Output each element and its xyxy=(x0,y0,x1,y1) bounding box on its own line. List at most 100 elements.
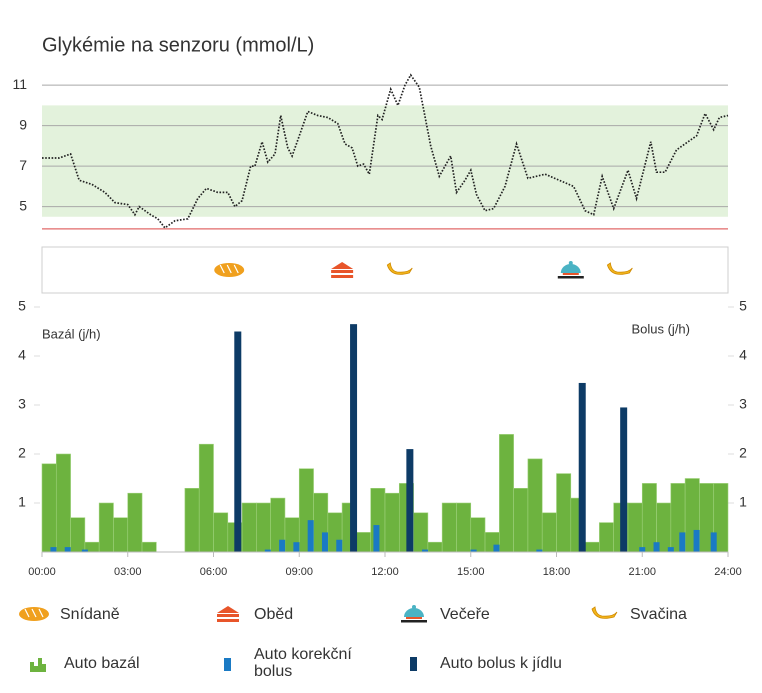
basal-bar xyxy=(198,443,214,553)
basal-bar xyxy=(441,502,457,553)
y-axis-label: Bazál (j/h) xyxy=(42,326,101,341)
y-tick-label: 7 xyxy=(19,157,27,173)
icon-detail xyxy=(226,264,232,274)
basal-bar xyxy=(141,541,157,553)
meal-icon xyxy=(557,261,584,279)
legend-icon xyxy=(19,607,49,621)
icon-cake xyxy=(217,619,239,622)
icon-detail xyxy=(24,608,30,618)
bolus-bar xyxy=(406,449,414,552)
bolus-bar xyxy=(578,382,586,552)
chart: Glykémie na senzoru (mmol/L) Bazál (j/h)… xyxy=(12,34,747,578)
icon-basal xyxy=(30,658,46,672)
bolus-bar xyxy=(710,532,717,552)
basal-bar xyxy=(541,512,557,553)
legend-entry: Auto korekční bolus xyxy=(212,646,384,680)
basal-bar xyxy=(499,434,514,553)
bolus-bar xyxy=(321,532,328,552)
icon-detail xyxy=(233,264,239,274)
basal-bar xyxy=(113,517,129,553)
basal-bar xyxy=(384,492,400,553)
icon-cloche xyxy=(560,264,581,273)
bolus-bar xyxy=(264,549,271,552)
bolus-bar xyxy=(336,539,343,552)
y-tick-label: 4 xyxy=(18,347,26,363)
icon-cloche xyxy=(568,261,573,265)
y-tick-label: 9 xyxy=(19,116,27,132)
meal-icon xyxy=(606,262,633,275)
icon-plate xyxy=(401,620,427,623)
x-tick-label: 12:00 xyxy=(371,566,399,578)
legend-icon xyxy=(401,605,427,623)
icon-detail xyxy=(31,608,37,618)
icon-meal-bolus xyxy=(410,657,417,671)
y2-tick-label: 5 xyxy=(739,298,747,314)
bolus-bar xyxy=(373,525,380,552)
legend-icon xyxy=(410,657,417,671)
basal-bar xyxy=(413,512,429,553)
legend-entry: Auto bazál xyxy=(22,652,140,674)
target-range xyxy=(42,105,728,217)
bolus-bar xyxy=(234,331,242,552)
basal-bar xyxy=(470,517,486,553)
basal-bar xyxy=(641,483,657,553)
meal-icon xyxy=(331,262,354,278)
icon xyxy=(217,606,239,622)
basal-bar xyxy=(527,458,543,553)
icon-cake xyxy=(217,614,239,617)
glucose-line xyxy=(42,73,729,230)
icon-cake xyxy=(331,262,354,269)
x-tick-label: 09:00 xyxy=(285,566,313,578)
bolus-bar xyxy=(64,547,71,552)
legend-icon xyxy=(224,658,231,671)
bolus-bar xyxy=(470,549,477,552)
icon-plate xyxy=(557,276,584,279)
bolus-bar xyxy=(620,407,628,552)
bolus-bar xyxy=(81,549,88,552)
y-tick-label: 11 xyxy=(12,76,27,92)
legend-label: Auto bazál xyxy=(64,654,140,672)
icon-detail xyxy=(219,264,225,274)
icon-cloche xyxy=(412,605,416,609)
legend-entry: Auto bolus k jídlu xyxy=(398,652,562,674)
legend-icon xyxy=(217,606,239,622)
y2-tick-label: 1 xyxy=(739,494,747,510)
basal-bar xyxy=(41,463,57,553)
y2-axis-label: Bolus (j/h) xyxy=(631,321,690,336)
basal-bar xyxy=(55,453,71,553)
icon-cloche xyxy=(404,608,424,617)
bolus-bar xyxy=(679,532,686,552)
legend-entry: Večeře xyxy=(398,603,490,625)
icon-banana xyxy=(606,262,633,275)
legend-label: Auto korekční bolus xyxy=(254,646,352,680)
legend-label: Snídaně xyxy=(60,605,120,623)
icon-cake xyxy=(331,275,354,278)
legend-label: Svačina xyxy=(630,605,687,623)
x-tick-label: 15:00 xyxy=(457,566,485,578)
icon xyxy=(401,605,427,623)
x-tick-label: 24:00 xyxy=(714,566,742,578)
chart-title: Glykémie na senzoru (mmol/L) xyxy=(42,34,314,56)
icon-correction xyxy=(224,658,231,671)
legend-entry: Snídaně xyxy=(18,603,120,625)
legend-entry: Svačina xyxy=(588,603,687,625)
icon xyxy=(591,606,618,619)
meal-icon xyxy=(386,262,413,275)
y-tick-label: 5 xyxy=(19,197,27,213)
x-tick-label: 06:00 xyxy=(200,566,228,578)
basal-bar xyxy=(127,492,143,553)
legend-label: Auto bolus k jídlu xyxy=(440,654,562,672)
bolus-bar xyxy=(639,547,646,552)
bolus-bar xyxy=(350,324,358,552)
bolus-bar xyxy=(279,539,286,552)
x-tick-label: 18:00 xyxy=(543,566,571,578)
bolus-bar xyxy=(307,520,314,552)
y-tick-label: 5 xyxy=(18,298,26,314)
icon-cake xyxy=(217,606,239,613)
legend-label: Oběd xyxy=(254,605,294,623)
x-tick-label: 03:00 xyxy=(114,566,142,578)
basal-bar xyxy=(456,502,472,553)
basal-bar xyxy=(98,502,114,553)
meal-icon xyxy=(214,263,245,277)
legend-icon xyxy=(30,658,46,672)
